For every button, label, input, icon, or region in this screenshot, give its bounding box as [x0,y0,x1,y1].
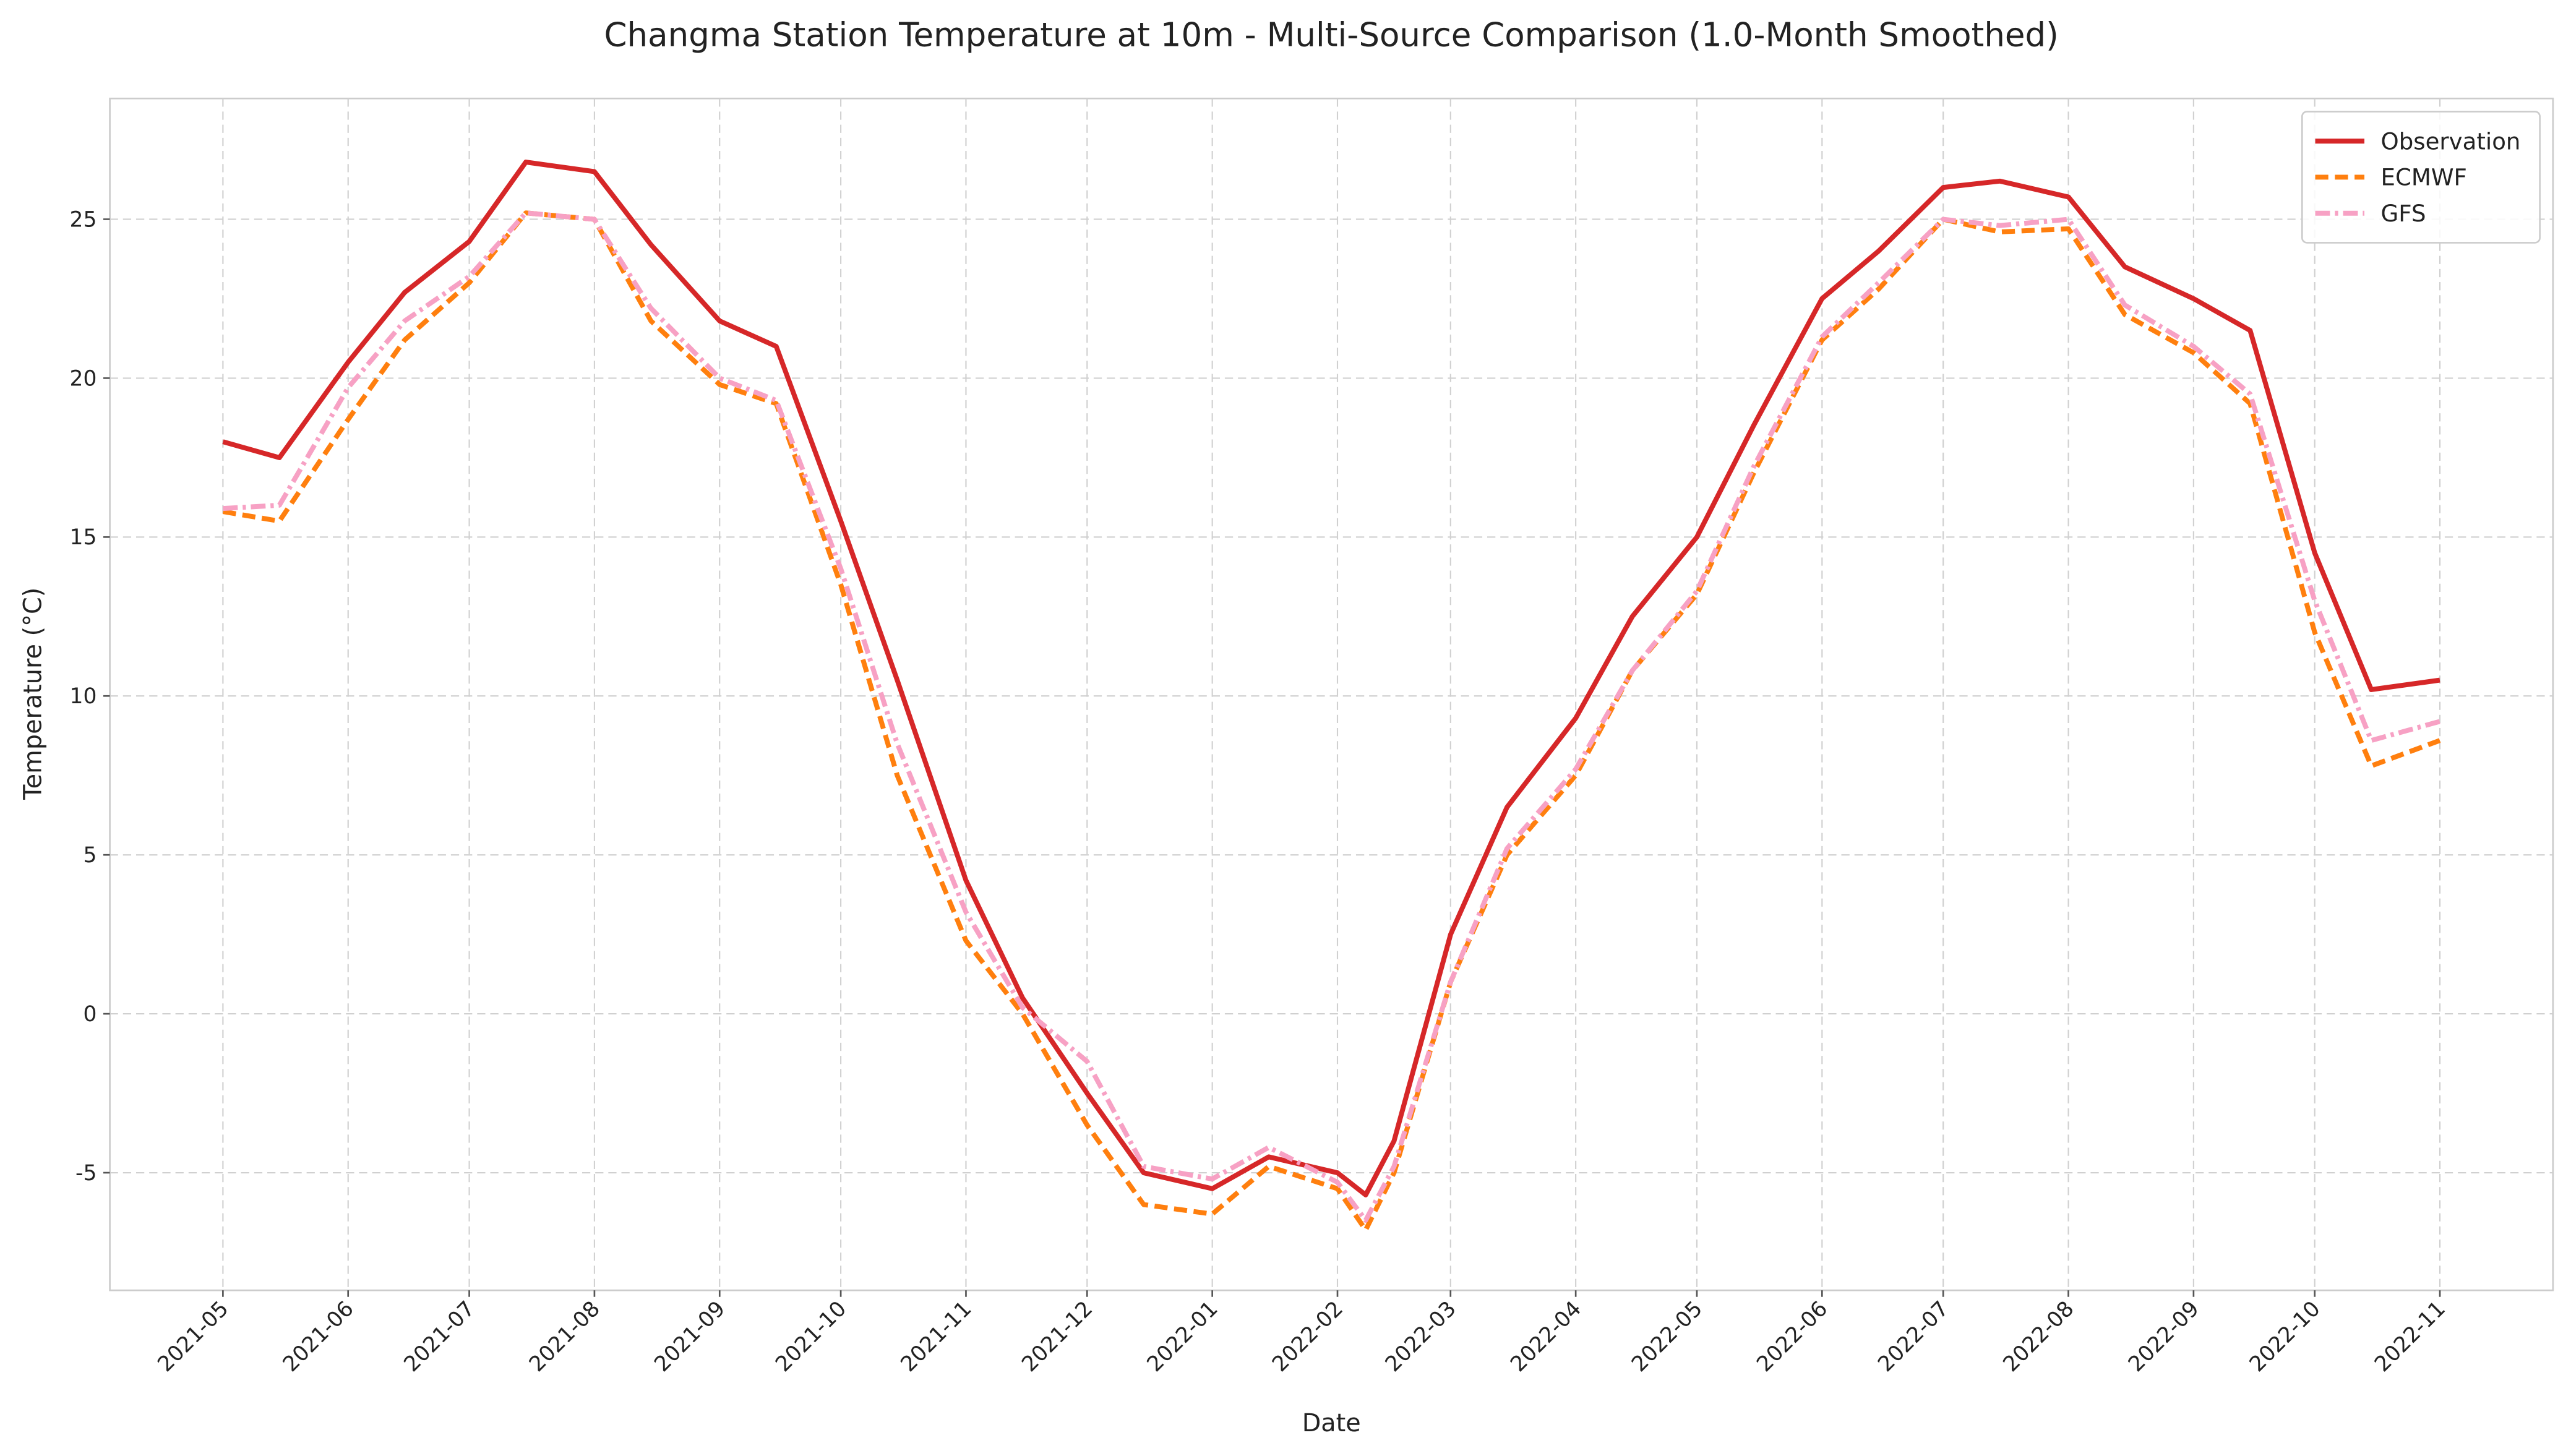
y-tick-label: -5 [75,1161,97,1186]
x-tick-label: 2022-07 [1873,1296,1954,1377]
x-tick-label: 2021-08 [525,1296,605,1377]
x-tick-label: 2021-11 [896,1296,976,1377]
x-tick-label: 2022-02 [1268,1296,1348,1377]
x-axis-label: Date [1302,1409,1361,1437]
x-tick-label: 2022-06 [1752,1296,1832,1377]
legend-label: Observation [2381,128,2521,155]
x-tick-label: 2022-01 [1143,1296,1223,1377]
plot-area [109,97,2554,1291]
y-tick-label: 5 [83,843,97,868]
x-tick-label: 2021-06 [278,1296,359,1377]
y-tick-label: 15 [70,525,97,550]
x-tick-label: 2022-03 [1381,1296,1461,1377]
x-tick-label: 2021-12 [1017,1296,1097,1377]
x-tick-label: 2022-10 [2245,1296,2325,1377]
legend-box [2301,111,2541,244]
y-axis-label: Temperature (°C) [19,588,47,800]
chart-title: Changma Station Temperature at 10m - Mul… [604,15,2059,54]
line-series [222,160,2440,1197]
legend-label: GFS [2381,200,2426,227]
x-tick-label: 2022-04 [1506,1296,1586,1377]
x-tick-label: 2022-05 [1627,1296,1707,1377]
y-tick-label: 20 [70,366,97,391]
x-tick-label: 2022-08 [1998,1296,2079,1377]
y-tick-label: 10 [70,684,97,709]
legend-label: ECMWF [2381,165,2467,191]
x-tick-label: 2021-05 [153,1296,233,1377]
y-tick-label: 0 [83,1002,97,1027]
x-tick-label: 2021-07 [399,1296,479,1377]
legend: Observation ECMWF GFS [2301,111,2541,244]
x-tick-label: 2022-11 [2370,1296,2450,1377]
line-series [223,210,2441,1223]
x-tick-label: 2021-10 [771,1296,851,1377]
x-tick-label: 2021-09 [650,1296,730,1377]
y-tick-label: 25 [70,207,97,232]
x-tick-label: 2022-09 [2124,1296,2204,1377]
